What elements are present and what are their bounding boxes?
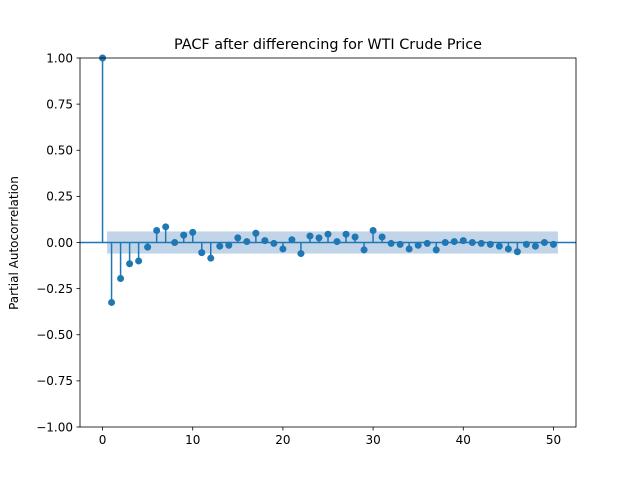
data-point	[171, 239, 179, 246]
data-point	[144, 243, 152, 251]
data-point	[324, 230, 332, 238]
data-point	[252, 229, 260, 237]
y-tick-label: −0.25	[36, 282, 73, 296]
data-point	[135, 257, 143, 265]
data-point	[342, 230, 350, 238]
data-point	[405, 245, 413, 253]
data-point	[243, 238, 251, 246]
x-tick-label: 10	[185, 433, 200, 447]
x-tick-label: 20	[275, 433, 290, 447]
x-tick-label: 40	[456, 433, 471, 447]
data-point	[261, 237, 269, 245]
data-point	[108, 298, 116, 306]
y-axis-label: Partial Autocorrelation	[7, 176, 21, 310]
data-point	[441, 239, 449, 246]
data-point	[234, 234, 242, 242]
data-point	[333, 238, 341, 246]
data-point	[396, 240, 404, 248]
data-point	[189, 228, 197, 236]
data-point	[468, 239, 476, 246]
plot-area: 0 10 20 30 40 50 1.00 0.75 0.50 0.25 0.00 −0.25 −0.5…	[36, 51, 577, 447]
data-point	[387, 239, 395, 247]
data-point	[225, 241, 233, 249]
y-tick-label: 0.25	[46, 190, 73, 204]
y-tick-label: −0.50	[36, 328, 73, 342]
y-tick-label: 0.50	[46, 144, 73, 158]
data-point	[495, 242, 503, 250]
data-point	[351, 233, 359, 241]
data-point	[360, 246, 368, 254]
y-tick-label: 1.00	[46, 51, 73, 65]
data-point	[216, 242, 224, 250]
data-point	[477, 239, 485, 247]
data-point	[180, 231, 188, 239]
y-tick-label: 0.75	[46, 97, 73, 111]
data-point	[549, 240, 557, 248]
y-tick-label: 0.00	[46, 236, 73, 250]
data-point	[117, 274, 125, 282]
data-point	[288, 236, 296, 244]
data-point	[522, 240, 530, 248]
data-point	[306, 232, 314, 240]
data-point	[414, 241, 422, 249]
data-point	[486, 240, 494, 248]
data-point	[270, 239, 278, 247]
data-point	[423, 239, 431, 247]
data-point	[459, 237, 467, 245]
x-tick-label: 0	[99, 433, 107, 447]
data-point	[297, 250, 305, 258]
data-point	[504, 245, 512, 253]
data-point	[513, 248, 521, 256]
y-tick-label: −0.75	[36, 374, 73, 388]
data-point	[198, 249, 206, 257]
y-tick-label: −1.00	[36, 420, 73, 434]
data-point	[531, 242, 539, 250]
x-tick-label: 50	[546, 433, 561, 447]
data-point	[153, 227, 161, 235]
data-point	[279, 245, 287, 253]
data-point	[378, 233, 386, 241]
data-point	[450, 238, 458, 246]
data-point	[207, 254, 215, 262]
data-point	[126, 260, 134, 268]
data-point	[369, 227, 377, 235]
data-point	[315, 234, 323, 242]
data-point	[540, 239, 548, 246]
data-point	[162, 223, 170, 231]
data-point	[432, 246, 440, 254]
chart-title: PACF after differencing for WTI Crude Pr…	[174, 37, 482, 53]
x-tick-label: 30	[365, 433, 380, 447]
